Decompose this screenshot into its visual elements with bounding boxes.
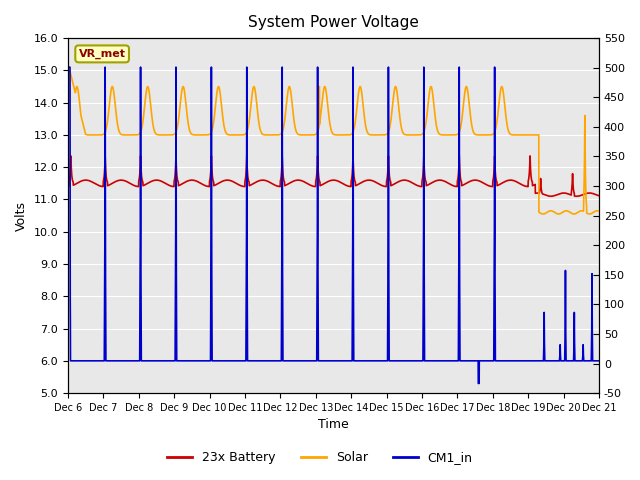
Title: System Power Voltage: System Power Voltage <box>248 15 419 30</box>
X-axis label: Time: Time <box>318 419 349 432</box>
Y-axis label: Volts: Volts <box>15 201 28 230</box>
Text: VR_met: VR_met <box>79 49 125 59</box>
Legend: 23x Battery, Solar, CM1_in: 23x Battery, Solar, CM1_in <box>163 446 477 469</box>
